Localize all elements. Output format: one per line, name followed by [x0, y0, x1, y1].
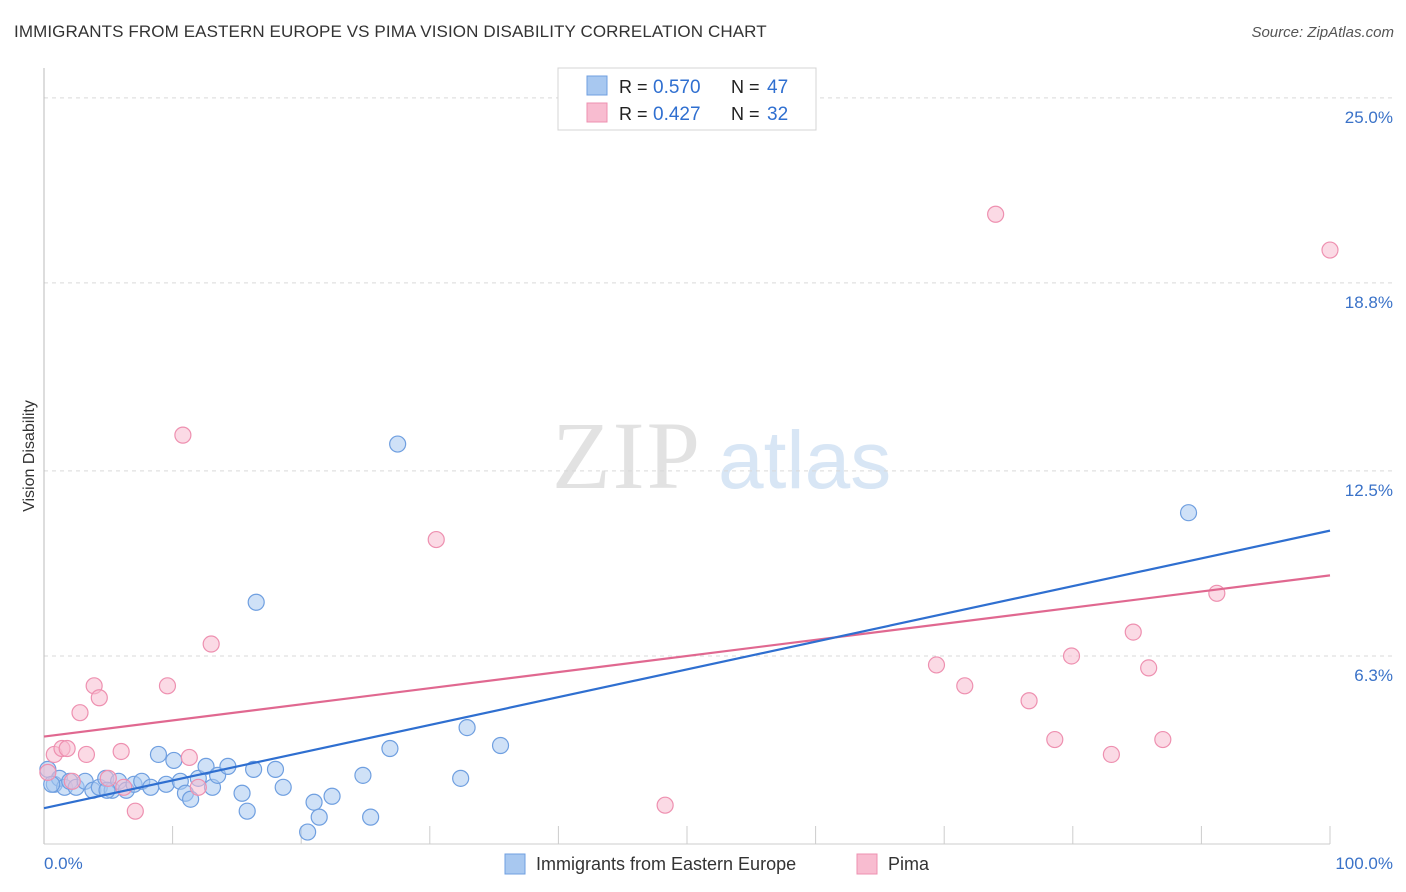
immigrants-eastern-europe-point — [197, 757, 215, 776]
immigrants-eastern-europe-point — [274, 778, 292, 796]
pima-point — [1046, 730, 1064, 749]
x-tick-label-min: 0.0% — [44, 854, 83, 873]
pima-trend-line — [43, 574, 1331, 738]
pima-point — [656, 796, 674, 814]
trend-lines — [43, 529, 1331, 810]
pima-point — [71, 704, 89, 722]
immigrants-eastern-europe-point — [452, 769, 470, 787]
pima-point — [927, 656, 946, 674]
immigrants-eastern-europe-point — [305, 793, 323, 811]
immigrants-eastern-europe-point — [165, 751, 183, 770]
pima-point — [427, 530, 445, 549]
legend-r-label-blue: R = — [619, 77, 653, 97]
immigrants-eastern-europe-point — [389, 435, 407, 453]
immigrants-eastern-europe-point — [182, 790, 200, 808]
legend-n-value-blue: 47 — [767, 77, 788, 98]
pima-point — [99, 769, 117, 787]
immigrants-eastern-europe-point — [233, 784, 251, 802]
pima-point — [956, 677, 974, 695]
immigrants-eastern-europe-point — [323, 787, 341, 805]
watermark-zip: ZIP — [552, 402, 702, 509]
correlation-legend: R = 0.570 N = 47 R = 0.427 N = 32 — [557, 67, 817, 131]
pima-point — [112, 742, 130, 761]
y-tick-label: 18.8% — [1345, 293, 1393, 312]
pima-point — [77, 745, 96, 764]
immigrants-eastern-europe-point — [247, 593, 265, 611]
pima-point — [987, 205, 1005, 223]
pima-point — [90, 689, 108, 707]
pima-point — [126, 802, 144, 820]
pima-point — [174, 426, 192, 444]
series-legend: Immigrants from Eastern Europe Pima — [504, 853, 930, 875]
chart-title: IMMIGRANTS FROM EASTERN EUROPE VS PIMA V… — [14, 22, 767, 41]
pima-point — [189, 778, 207, 796]
legend-r-value-pink: 0.427 — [653, 104, 701, 125]
y-tick-label: 6.3% — [1354, 666, 1393, 685]
immigrants-eastern-europe-point — [310, 808, 328, 826]
x-tick-marks — [172, 826, 1331, 844]
series-legend-label-pink: Pima — [888, 854, 930, 874]
pima-point — [58, 739, 76, 758]
pima-point — [158, 677, 177, 695]
y-tick-label: 12.5% — [1345, 481, 1393, 500]
series-legend-label-blue: Immigrants from Eastern Europe — [536, 854, 796, 874]
pima-point — [1208, 584, 1226, 602]
legend-n-label-pink: N = — [731, 104, 765, 124]
immigrants-eastern-europe-point — [266, 760, 285, 778]
pima-point — [180, 748, 198, 767]
immigrants-eastern-europe-point — [381, 739, 399, 758]
y-tick-labels: 6.3% 12.5% 18.8% 25.0% — [1345, 108, 1393, 685]
legend-swatch-pink — [586, 102, 608, 123]
x-tick-label-max: 100.0% — [1335, 854, 1393, 873]
series-legend-swatch-pink — [856, 853, 878, 875]
y-axis-label: Vision Disability — [21, 400, 38, 512]
watermark-atlas: atlas — [718, 415, 891, 506]
pima-point — [1321, 241, 1339, 259]
pima-point — [1124, 623, 1142, 641]
legend-n-value-pink: 32 — [767, 104, 788, 125]
pima-point — [1020, 692, 1038, 710]
legend-swatch-blue — [586, 75, 608, 96]
pima-point — [39, 763, 57, 781]
series-pima-points — [39, 205, 1339, 820]
series-immigrants-eastern-europe-points — [39, 435, 1198, 841]
immigrants-eastern-europe-point — [458, 718, 476, 737]
pima-point — [1140, 659, 1158, 677]
immigrants-eastern-europe-point — [1179, 504, 1198, 522]
series-legend-swatch-blue — [504, 853, 526, 875]
immigrants-eastern-europe-point — [157, 775, 175, 793]
immigrants-eastern-europe-point — [491, 736, 510, 755]
pima-point — [1102, 745, 1120, 764]
legend-r-value-blue: 0.570 — [653, 77, 701, 98]
y-tick-label: 25.0% — [1345, 108, 1393, 127]
immigrants-eastern-europe-point — [362, 808, 380, 826]
pima-point — [1062, 647, 1081, 665]
immigrants-eastern-europe-point — [245, 760, 263, 778]
pima-point — [63, 772, 81, 790]
legend-n-label-blue: N = — [731, 77, 765, 97]
pima-point — [202, 635, 220, 653]
immigrants-eastern-europe-point — [149, 745, 168, 764]
immigrants-eastern-europe-point — [354, 766, 372, 784]
immigrants-eastern-europe-trend-line — [43, 529, 1331, 810]
grid — [44, 97, 1394, 657]
pima-point — [1154, 730, 1172, 749]
legend-r-label-pink: R = — [619, 104, 653, 124]
immigrants-eastern-europe-point — [299, 823, 317, 841]
source-label: Source: ZipAtlas.com — [1251, 24, 1394, 41]
immigrants-eastern-europe-point — [238, 802, 256, 820]
